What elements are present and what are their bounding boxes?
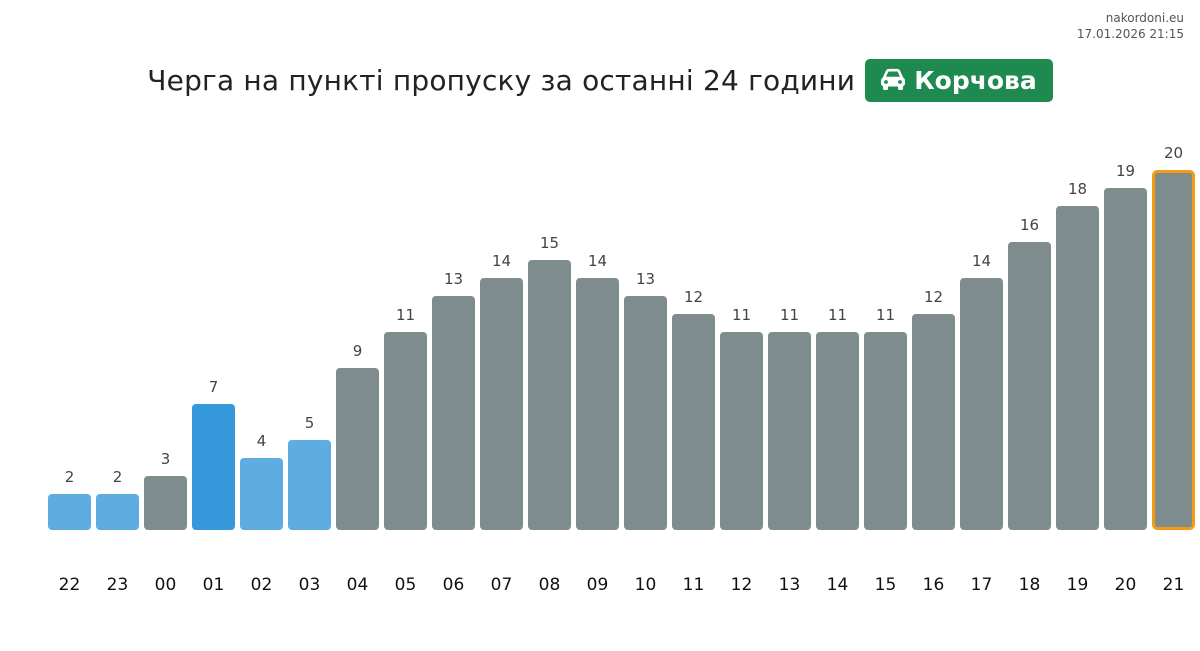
hour-label-17: 17 (971, 575, 993, 595)
timestamp: 17.01.2026 21:15 (1076, 27, 1184, 41)
bar-05 (384, 332, 427, 530)
hour-label-03: 03 (299, 575, 321, 595)
hour-label-18: 18 (1019, 575, 1041, 595)
value-label-11: 12 (684, 288, 703, 306)
bar-20 (1104, 188, 1147, 530)
bar-10 (624, 296, 667, 530)
hour-label-00: 00 (155, 575, 177, 595)
hour-label-19: 19 (1067, 575, 1089, 595)
bar-14 (816, 332, 859, 530)
value-label-19: 18 (1068, 180, 1087, 198)
value-label-21: 20 (1164, 144, 1183, 162)
checkpoint-badge: Корчова (865, 58, 1053, 102)
bar-01 (192, 404, 235, 530)
car-icon (879, 68, 907, 92)
checkpoint-name: Корчова (914, 65, 1037, 95)
bar-09 (576, 278, 619, 530)
value-label-08: 15 (540, 234, 559, 252)
hour-label-22: 22 (59, 575, 81, 595)
bar-00 (144, 476, 187, 530)
hour-label-01: 01 (203, 575, 225, 595)
value-label-16: 12 (924, 288, 943, 306)
source-site: nakordoni.eu (1105, 11, 1184, 25)
bar-13 (768, 332, 811, 530)
value-label-17: 14 (972, 252, 991, 270)
value-label-18: 16 (1020, 216, 1039, 234)
value-label-06: 13 (444, 270, 463, 288)
bar-21 (1152, 170, 1195, 530)
hour-label-21: 21 (1163, 575, 1185, 595)
value-label-07: 14 (492, 252, 511, 270)
value-label-02: 4 (257, 432, 267, 450)
value-label-00: 3 (161, 450, 171, 468)
hour-label-23: 23 (107, 575, 129, 595)
bar-07 (480, 278, 523, 530)
value-label-20: 19 (1116, 162, 1135, 180)
bar-06 (432, 296, 475, 530)
hour-label-12: 12 (731, 575, 753, 595)
bar-18 (1008, 242, 1051, 530)
bar-12 (720, 332, 763, 530)
value-label-13: 11 (780, 306, 799, 324)
value-label-23: 2 (113, 468, 123, 486)
bar-04 (336, 368, 379, 530)
value-label-22: 2 (65, 468, 75, 486)
value-label-10: 13 (636, 270, 655, 288)
hour-label-10: 10 (635, 575, 657, 595)
hour-label-02: 02 (251, 575, 273, 595)
chart-title: Черга на пункті пропуску за останні 24 г… (147, 63, 856, 97)
bar-02 (240, 458, 283, 530)
hour-label-04: 04 (347, 575, 369, 595)
hour-label-13: 13 (779, 575, 801, 595)
bar-22 (48, 494, 91, 530)
value-label-09: 14 (588, 252, 607, 270)
bar-19 (1056, 206, 1099, 530)
bar-03 (288, 440, 331, 530)
title-row: Черга на пункті пропуску за останні 24 г… (0, 58, 1200, 102)
value-label-14: 11 (828, 306, 847, 324)
value-label-15: 11 (876, 306, 895, 324)
hour-label-05: 05 (395, 575, 417, 595)
hour-label-15: 15 (875, 575, 897, 595)
value-label-03: 5 (305, 414, 315, 432)
value-label-04: 9 (353, 342, 363, 360)
bar-16 (912, 314, 955, 530)
hour-label-09: 09 (587, 575, 609, 595)
hour-label-11: 11 (683, 575, 705, 595)
hour-label-06: 06 (443, 575, 465, 595)
hour-label-14: 14 (827, 575, 849, 595)
bar-08 (528, 260, 571, 530)
bar-11 (672, 314, 715, 530)
hour-label-08: 08 (539, 575, 561, 595)
hour-label-20: 20 (1115, 575, 1137, 595)
hour-label-07: 07 (491, 575, 513, 595)
bar-23 (96, 494, 139, 530)
hour-label-16: 16 (923, 575, 945, 595)
bar-17 (960, 278, 1003, 530)
source-info: nakordoni.eu 17.01.2026 21:15 (1077, 10, 1184, 42)
value-label-01: 7 (209, 378, 219, 396)
value-label-12: 11 (732, 306, 751, 324)
value-label-05: 11 (396, 306, 415, 324)
bar-15 (864, 332, 907, 530)
